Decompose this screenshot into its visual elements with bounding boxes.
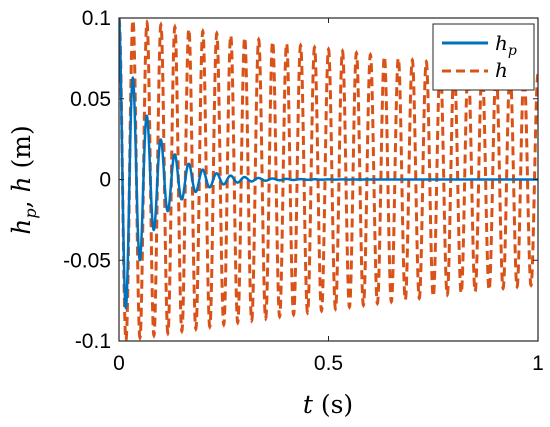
legend: hp h [432,23,535,91]
y-tick-label: -0.1 [75,330,111,353]
x-axis-label: t (s) [303,390,353,419]
x-tick-label: 0 [113,352,125,375]
series-h-line [119,18,538,341]
y-axis-label: hp, h (m) [7,125,40,235]
series-hp-line [119,18,538,311]
y-tick-label: 0.1 [82,7,111,30]
legend-label-hp: hp [495,31,517,59]
y-tick-label: 0 [99,169,111,192]
legend-label-h: h [495,58,508,82]
legend-box [432,23,535,91]
y-tick-label: 0.05 [70,88,111,111]
ticks-layer: 0 0.5 1 0.1 0.05 0 -0.05 -0.1 [63,7,544,375]
x-tick-label: 1 [532,352,544,375]
x-tick-label: 0.5 [314,352,343,375]
series-layer [119,18,538,341]
y-tick-label: -0.05 [63,249,111,272]
